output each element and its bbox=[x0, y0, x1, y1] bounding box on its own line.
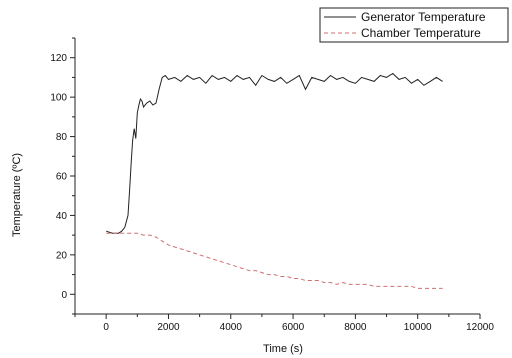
x-tick-label: 4000 bbox=[220, 322, 243, 333]
x-axis-title: Time (s) bbox=[263, 343, 303, 355]
y-tick-label: 20 bbox=[56, 250, 68, 261]
x-tick-label: 6000 bbox=[282, 322, 305, 333]
y-tick-label: 120 bbox=[50, 53, 67, 64]
x-tick-label: 10000 bbox=[404, 322, 432, 333]
x-tick-label: 8000 bbox=[344, 322, 367, 333]
x-axis-ticks: 0 2000 4000 6000 8000 10000 12000 bbox=[74, 314, 494, 333]
legend-label-generator: Generator Temperature bbox=[361, 10, 486, 24]
y-axis-title: Temperature (ºC) bbox=[11, 153, 23, 237]
x-tick-label: 12000 bbox=[466, 322, 494, 333]
legend-box bbox=[319, 7, 509, 43]
y-tick-label: 80 bbox=[56, 132, 68, 143]
y-tick-label: 100 bbox=[50, 93, 67, 104]
y-tick-label: 0 bbox=[61, 290, 67, 301]
legend-label-chamber: Chamber Temperature bbox=[361, 26, 481, 40]
series-line-generator-temperature bbox=[106, 72, 443, 234]
y-axis-ticks: 0 20 40 60 80 100 120 bbox=[50, 37, 75, 315]
x-tick-label: 0 bbox=[103, 322, 109, 333]
y-tick-label: 40 bbox=[56, 211, 68, 222]
y-tick-label: 60 bbox=[56, 172, 68, 183]
legend: Generator Temperature Chamber Temperatur… bbox=[319, 7, 509, 43]
series-line-chamber-temperature bbox=[106, 232, 443, 289]
x-tick-label: 2000 bbox=[157, 322, 180, 333]
